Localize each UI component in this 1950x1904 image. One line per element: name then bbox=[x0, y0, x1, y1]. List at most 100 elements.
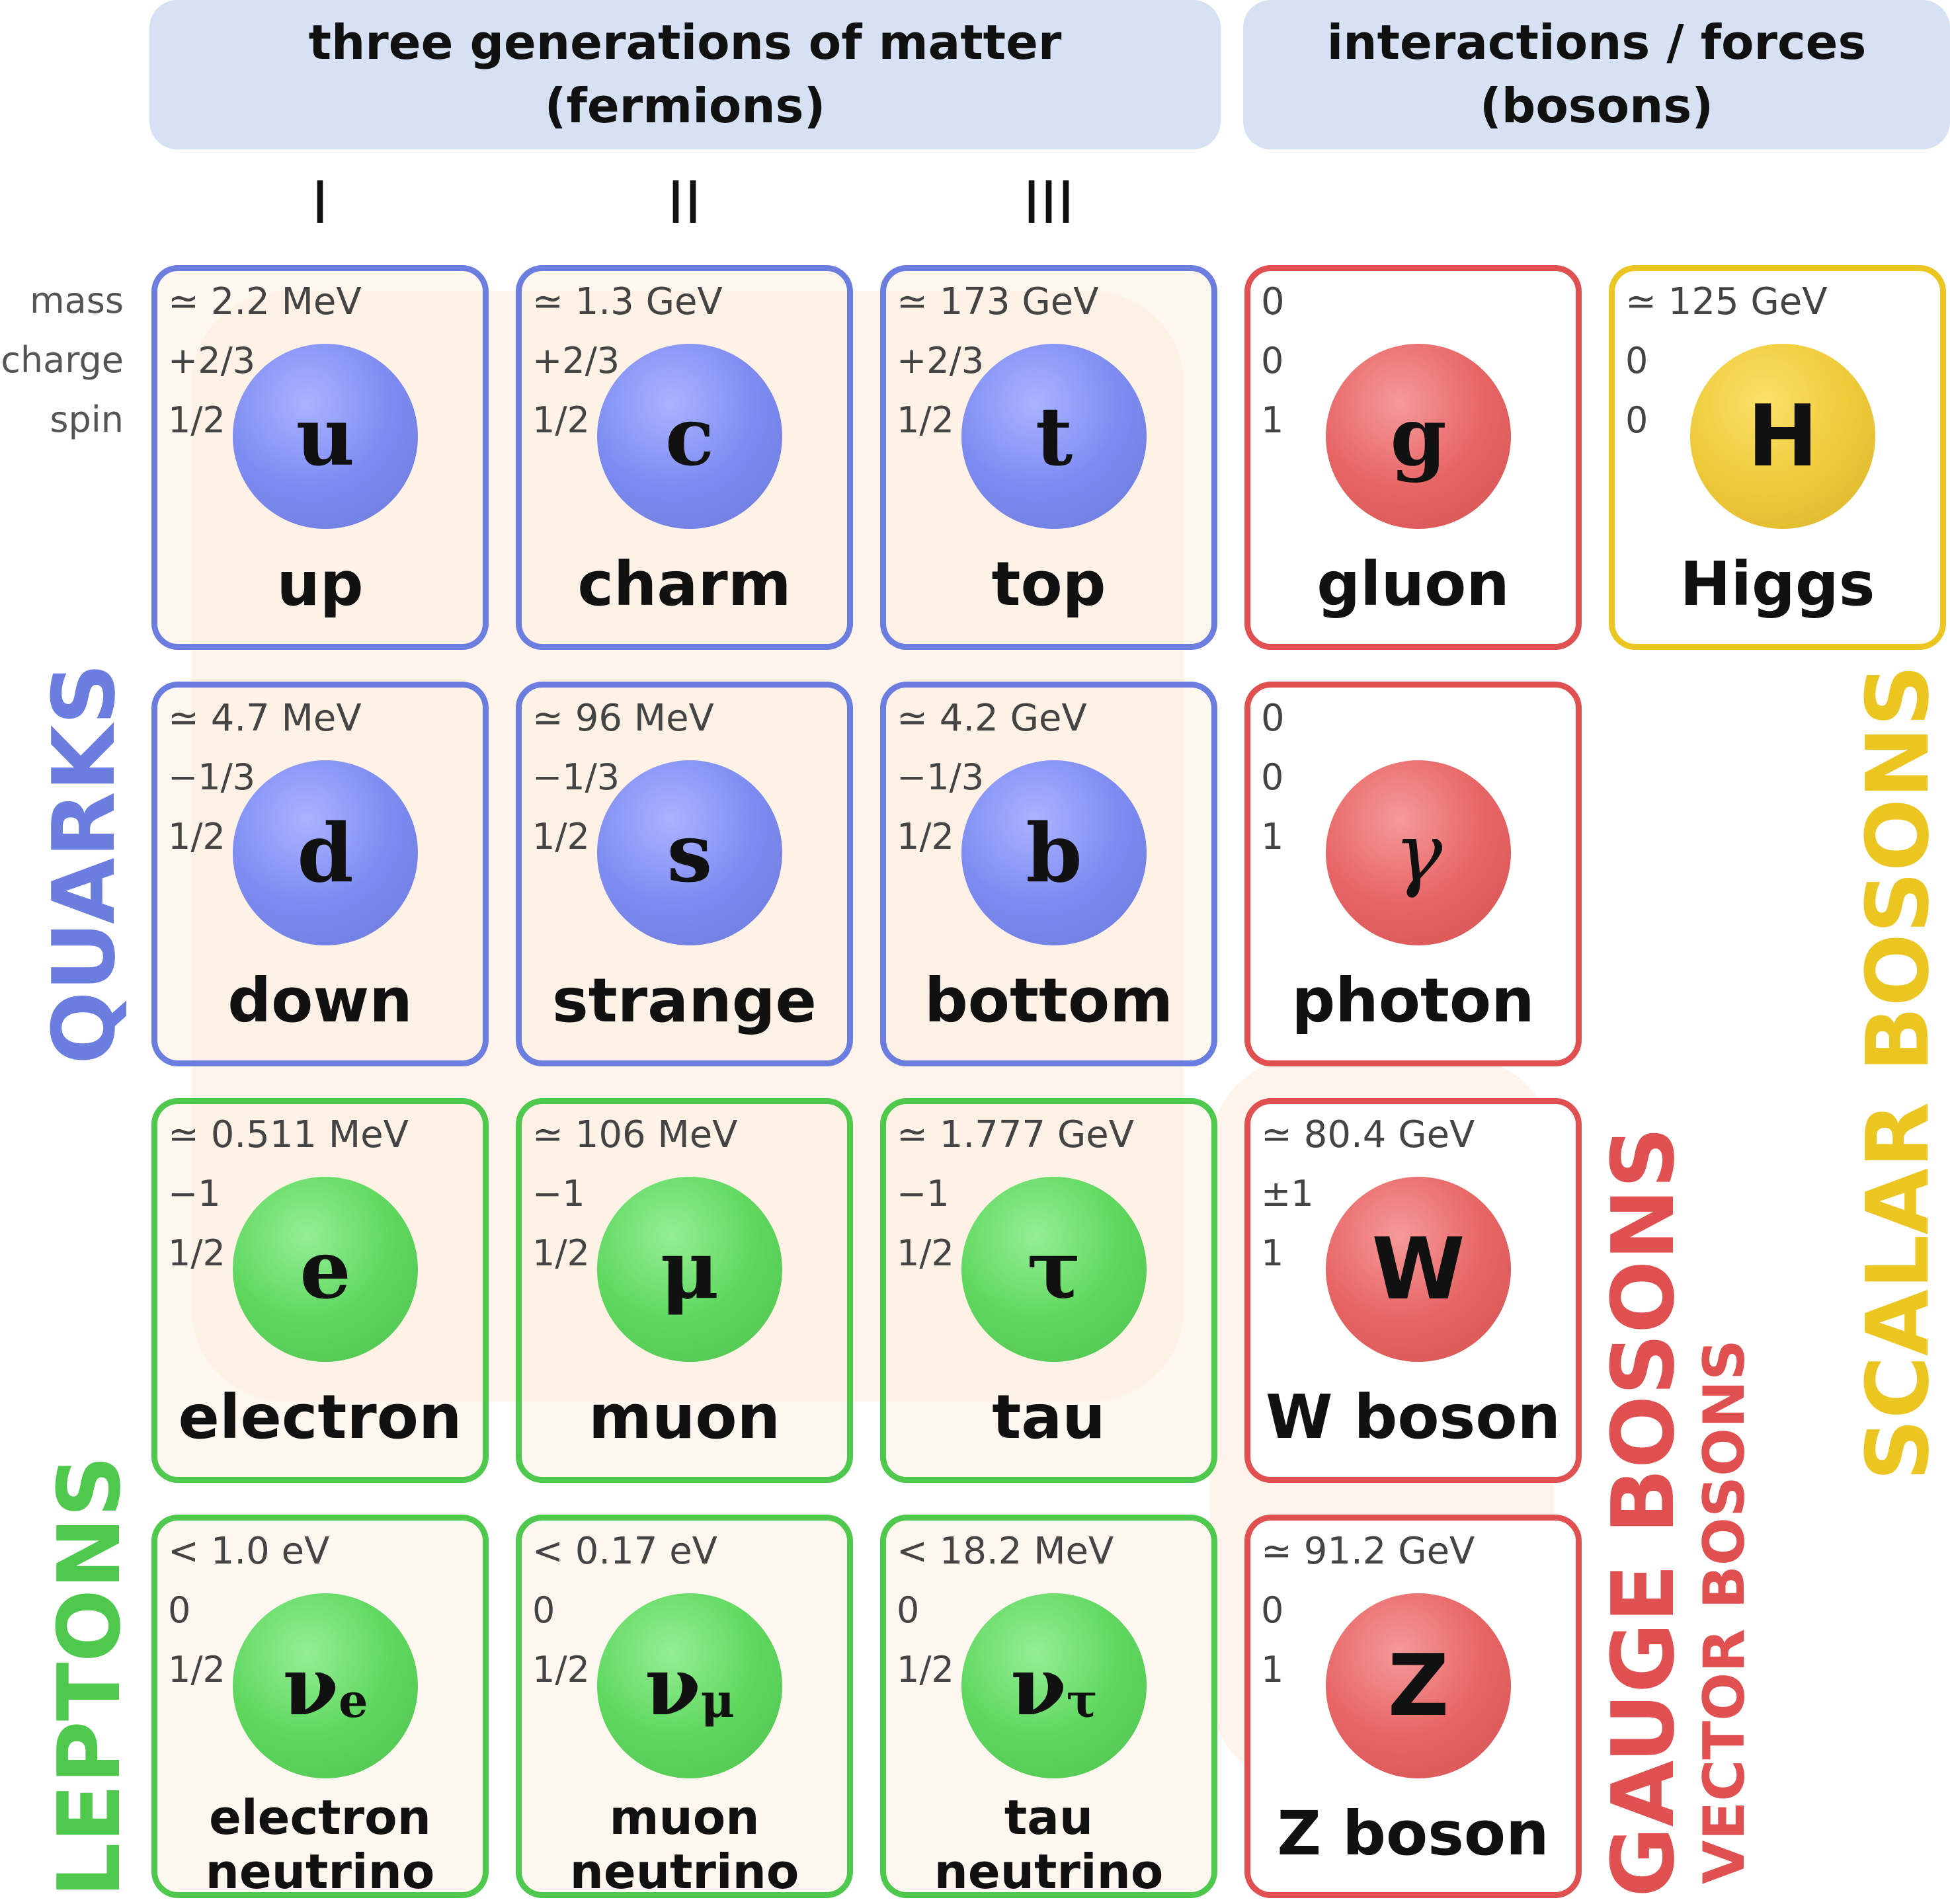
particle-card-photon: 0 0 1 γ photon bbox=[1244, 682, 1582, 1066]
particle-name: tau bbox=[992, 1382, 1106, 1452]
particle-name: Z boson bbox=[1277, 1798, 1549, 1869]
generation-2-label: II bbox=[667, 169, 702, 237]
charge-value: 0 bbox=[1261, 340, 1284, 381]
spin-value: 1 bbox=[1261, 816, 1284, 857]
charge-value: 0 bbox=[897, 1589, 920, 1631]
spin-value: 1/2 bbox=[532, 1232, 590, 1274]
gauge-bosons-label: GAUGE BOSONS bbox=[1593, 1127, 1693, 1897]
row-label-charge: charge bbox=[1, 339, 124, 381]
spin-value: 1 bbox=[1261, 1232, 1284, 1274]
mass-value: ≃ 96 MeV bbox=[532, 697, 714, 740]
spin-value: 1/2 bbox=[897, 1232, 954, 1274]
particle-symbol: γ bbox=[1326, 760, 1511, 945]
symbol-subscript: τ bbox=[1066, 1673, 1098, 1728]
spin-value: 1/2 bbox=[168, 1232, 225, 1274]
particle-name-line2: neutrino bbox=[569, 1844, 799, 1899]
charge-value: −1 bbox=[168, 1173, 221, 1214]
particle-symbol: c bbox=[597, 344, 782, 529]
symbol-main: ν bbox=[282, 1638, 339, 1733]
mass-value: ≃ 4.2 GeV bbox=[897, 697, 1087, 740]
particle-name: W boson bbox=[1265, 1382, 1561, 1452]
particle-symbol: t bbox=[961, 344, 1147, 529]
particle-card-strange: ≃ 96 MeV −1/3 1/2 s strange bbox=[516, 682, 853, 1066]
fermions-header-line1: three generations of matter bbox=[308, 15, 1062, 71]
mass-value: ≃ 1.777 GeV bbox=[897, 1113, 1134, 1156]
row-label-mass: mass bbox=[30, 280, 124, 321]
particle-name-line2: neutrino bbox=[934, 1844, 1164, 1899]
mass-value: < 1.0 eV bbox=[168, 1530, 330, 1573]
symbol-subscript: μ bbox=[700, 1673, 735, 1728]
spin-value: 1/2 bbox=[168, 816, 225, 857]
spin-value: 1/2 bbox=[897, 1649, 954, 1690]
spin-value: 0 bbox=[1625, 399, 1648, 441]
particle-symbol: d bbox=[233, 760, 418, 945]
particle-card-charm: ≃ 1.3 GeV +2/3 1/2 c charm bbox=[516, 265, 853, 650]
charge-value: −1 bbox=[897, 1173, 950, 1214]
particle-symbol: g bbox=[1326, 344, 1511, 529]
charge-value: 0 bbox=[1261, 1589, 1284, 1631]
particle-card-tau: ≃ 1.777 GeV −1 1/2 τ tau bbox=[880, 1098, 1217, 1483]
row-label-spin: spin bbox=[50, 399, 124, 440]
charge-value: 0 bbox=[1625, 340, 1648, 381]
vector-bosons-label: VECTOR BOSONS bbox=[1691, 1339, 1758, 1884]
fermions-header-line2: (fermions) bbox=[544, 78, 826, 134]
charge-value: +2/3 bbox=[897, 340, 985, 381]
spin-value: 1/2 bbox=[897, 816, 954, 857]
particle-name: top bbox=[991, 549, 1106, 619]
fermions-header: three generations of matter (fermions) bbox=[149, 0, 1221, 149]
mass-value: ≃ 173 GeV bbox=[897, 280, 1099, 323]
spin-value: 1/2 bbox=[532, 816, 590, 857]
quarks-label: QUARKS bbox=[34, 662, 134, 1064]
charge-value: ±1 bbox=[1261, 1173, 1314, 1214]
charge-value: −1/3 bbox=[532, 756, 620, 798]
mass-value: ≃ 4.7 MeV bbox=[168, 697, 362, 740]
particle-name-line1: muon bbox=[609, 1790, 760, 1845]
spin-value: 1/2 bbox=[897, 399, 954, 441]
particle-card-gluon: 0 0 1 g gluon bbox=[1244, 265, 1582, 650]
particle-name: strange bbox=[552, 965, 817, 1036]
charge-value: 0 bbox=[1261, 756, 1284, 798]
particle-name: charm bbox=[577, 549, 792, 619]
mass-value: ≃ 80.4 GeV bbox=[1261, 1113, 1475, 1156]
mass-value: ≃ 1.3 GeV bbox=[532, 280, 723, 323]
mass-value: < 18.2 MeV bbox=[897, 1530, 1114, 1573]
particle-symbol: H bbox=[1690, 344, 1875, 529]
particle-symbol: b bbox=[961, 760, 1147, 945]
spin-value: 1 bbox=[1261, 1649, 1284, 1690]
charge-value: +2/3 bbox=[532, 340, 620, 381]
particle-name-line2: neutrino bbox=[205, 1844, 435, 1899]
symbol-main: ν bbox=[645, 1638, 701, 1733]
particle-symbol: τ bbox=[961, 1177, 1147, 1362]
particle-name: photon bbox=[1291, 965, 1535, 1036]
particle-symbol: W bbox=[1326, 1177, 1511, 1362]
particle-name: electron neutrino bbox=[157, 1790, 483, 1899]
charge-value: 0 bbox=[168, 1589, 191, 1631]
particle-symbol: u bbox=[233, 344, 418, 529]
particle-name: muon neutrino bbox=[522, 1790, 847, 1899]
particle-name: up bbox=[276, 549, 364, 619]
particle-name-line1: tau bbox=[1004, 1790, 1094, 1845]
bosons-header: interactions / forces (bosons) bbox=[1243, 0, 1950, 149]
particle-symbol: Z bbox=[1326, 1593, 1511, 1778]
leptons-label: LEPTONS bbox=[39, 1455, 140, 1897]
bosons-header-line1: interactions / forces bbox=[1326, 15, 1867, 71]
scalar-bosons-label: SCALAR BOSONS bbox=[1848, 664, 1948, 1481]
particle-card-top: ≃ 173 GeV +2/3 1/2 t top bbox=[880, 265, 1217, 650]
particle-name: tau neutrino bbox=[886, 1790, 1211, 1899]
symbol-main: ν bbox=[1010, 1638, 1067, 1733]
particle-card-higgs: ≃ 125 GeV 0 0 H Higgs bbox=[1609, 265, 1946, 650]
charge-value: −1 bbox=[532, 1173, 585, 1214]
particle-symbol: μ bbox=[597, 1177, 782, 1362]
particle-card-bottom: ≃ 4.2 GeV −1/3 1/2 b bottom bbox=[880, 682, 1217, 1066]
spin-value: 1/2 bbox=[532, 399, 590, 441]
particle-name: Higgs bbox=[1680, 549, 1875, 619]
symbol-subscript: e bbox=[339, 1673, 368, 1728]
spin-value: 1 bbox=[1261, 399, 1284, 441]
particle-name: electron bbox=[178, 1382, 462, 1452]
charge-value: 0 bbox=[532, 1589, 555, 1631]
